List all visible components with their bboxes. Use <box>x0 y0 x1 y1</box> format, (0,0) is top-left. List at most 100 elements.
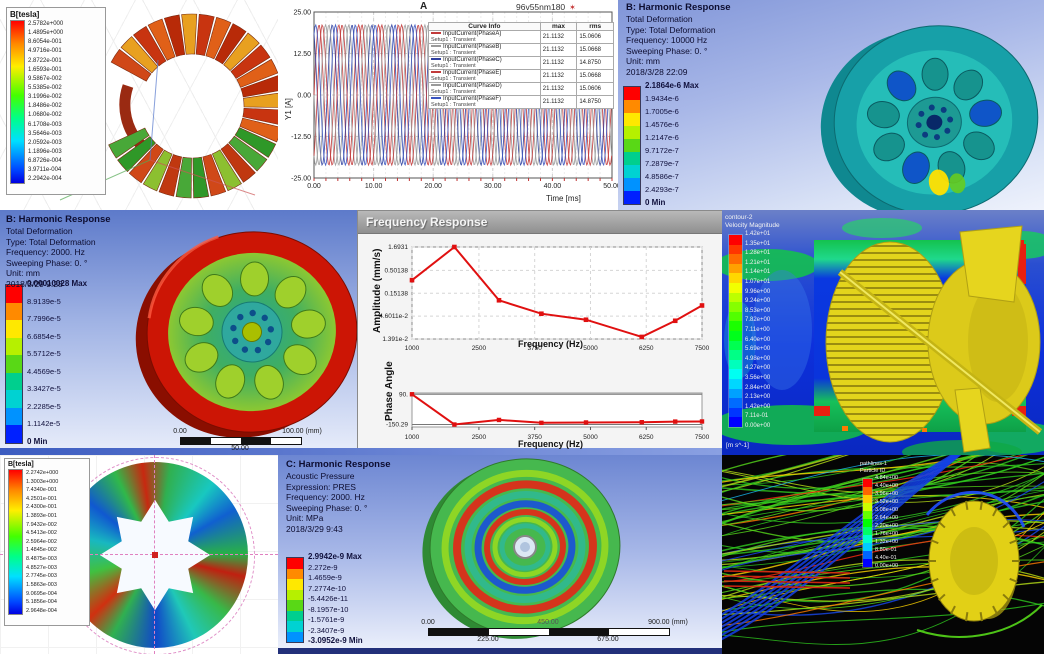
colorband <box>287 558 303 569</box>
info-line: Total Deformation <box>626 14 693 24</box>
colorband <box>863 543 872 551</box>
colorband <box>729 359 742 370</box>
colorband <box>863 551 872 559</box>
info-line: Frequency: 2000. Hz <box>286 492 365 502</box>
legend-label: 1.35e+01 <box>745 240 771 247</box>
legend-value: 1.4895e+000 <box>28 30 64 37</box>
legend-value: 9.5867e-002 <box>28 75 62 82</box>
legend-label: 1.9434e-6 <box>645 94 679 103</box>
curve-name: InputCurrent(PhaseC) <box>443 57 502 63</box>
colorband <box>729 369 742 379</box>
tick-label: 5000 <box>583 434 598 441</box>
ruler-bar <box>180 437 302 445</box>
colorband <box>624 113 640 126</box>
curve-color-dash <box>431 45 441 48</box>
legend-label: 3.08e+00 <box>875 507 899 513</box>
legend-label: 1.14e+01 <box>745 269 771 276</box>
colorband <box>863 519 872 527</box>
info-line: Total Deformation <box>6 226 73 236</box>
legend-value: 2.8722e-001 <box>28 57 62 64</box>
legend-label: 8.53e+00 <box>745 307 771 314</box>
streamlines-render <box>722 455 1044 654</box>
colorband <box>729 321 742 331</box>
info-line: 2018/3/29 9:43 <box>286 523 343 534</box>
legend-label: 2.64e+00 <box>875 515 899 521</box>
colorbar <box>8 469 23 615</box>
legend-label: 3.96e+00 <box>875 491 899 497</box>
legend-title: pathlines-1 <box>860 461 887 467</box>
result-title: C: Harmonic Response <box>286 459 391 470</box>
colorband <box>6 302 22 320</box>
legend-label: 8.9139e-5 <box>27 296 61 306</box>
colorbar <box>862 478 873 568</box>
tick-label: 6250 <box>639 434 654 441</box>
colorband <box>863 503 872 511</box>
colorband <box>624 126 640 139</box>
colorband <box>729 302 742 312</box>
legend-label: 1.1142e-5 <box>27 419 61 428</box>
tick-label: 40.00 <box>544 183 562 190</box>
legend-value: 3.5646e-003 <box>28 130 62 137</box>
legend-label: 7.11e+00 <box>745 327 770 333</box>
info-line: Unit: mm <box>626 56 660 66</box>
legend-label: 9.7172e-7 <box>645 146 679 155</box>
ruler-label: 0.00 <box>173 428 187 435</box>
tick-label: 2500 <box>472 345 487 352</box>
curve-color-dash <box>431 84 441 87</box>
pathlines-legend: pathlines-1 Particle ID 4.84e+00 4.40e+00… <box>860 461 926 581</box>
legend-label: 3.56e+00 <box>745 375 771 381</box>
legend-label: 1.32e+00 <box>875 539 899 545</box>
colorband <box>729 311 742 322</box>
legend-label: 1.4576e-6 <box>645 120 679 129</box>
curve-name: InputCurrent(PhaseD) <box>443 83 502 89</box>
legend-label: 7.82e+00 <box>745 317 771 324</box>
legend-values: 2.2742e+000 1.3003e+000 7.4340e-001 4.2501e… <box>26 469 58 615</box>
legend-value: 2.5964e-002 <box>26 538 57 545</box>
phase-x-label: Frequency (Hz) <box>518 439 584 449</box>
velocity-legend: contour-2 Velocity Magnitude 1.42e+01 1.3… <box>725 214 795 452</box>
colorbar <box>728 234 743 428</box>
acoustic-disc-render <box>422 458 621 639</box>
legend-label: 2.1864e-6 Max <box>645 81 699 90</box>
tick-label: 6250 <box>639 345 654 352</box>
tick-label: 4.6011e-2 <box>379 313 408 320</box>
legend-value: 1.0680e-002 <box>28 112 62 119</box>
colorband <box>287 610 303 621</box>
curve-rms: 15.0668 <box>576 43 614 57</box>
pressure-legend: 2.9942e-9 Max 2.272e-9 1.4659e-9 7.2774e-10… <box>286 552 381 649</box>
curve-max: 21.1132 <box>539 43 578 57</box>
colorband <box>287 579 303 590</box>
legend-label: 2.9942e-9 Max <box>308 552 362 561</box>
legend-subtitle: Velocity Magnitude <box>725 221 780 229</box>
legend-value: 2.2942e-004 <box>28 176 62 183</box>
curve-row: InputCurrent(PhaseB) Setup1 : Transient 21… <box>428 43 614 57</box>
colorband <box>863 527 872 535</box>
legend-label: 2.4293e-7 <box>645 185 679 194</box>
legend-label: 0.00010028 Max <box>27 279 88 288</box>
legend-label: 0.00e+00 <box>875 563 899 569</box>
legend-value: 2.7745e-003 <box>26 573 57 580</box>
legend-label: -2.3407e-9 <box>308 625 345 635</box>
legend-value: 2.5782e+000 <box>28 21 64 27</box>
column-header: Curve Info <box>428 22 541 31</box>
legend-title: B[tesla] <box>10 10 40 19</box>
tick-label: 7500 <box>695 345 710 352</box>
colorband <box>624 178 640 191</box>
colorband <box>729 350 742 360</box>
window-title: Frequency Response <box>366 215 488 229</box>
legend-values: 2.5782e+000 1.4895e+000 8.6054e-001 4.9716e… <box>28 20 63 184</box>
legend-label: 1.21e+01 <box>745 259 771 266</box>
window-titlebar[interactable]: Frequency Response <box>358 211 723 234</box>
curve-color-dash <box>431 32 441 35</box>
legend-label: 2.2285e-5 <box>27 401 61 411</box>
panel-cfd-fan: contour-2 Velocity Magnitude 1.42e+01 1.3… <box>722 210 1044 455</box>
colorband <box>287 600 303 611</box>
legend-label: 2.272e-9 <box>308 562 338 572</box>
legend-label: 2.20e+00 <box>875 523 899 529</box>
legend-label: 0 Min <box>645 198 666 207</box>
tick-label: 0.15138 <box>385 290 409 297</box>
legend-label: 0 Min <box>27 436 48 446</box>
legend-label: -3.0952e-9 Min <box>308 636 363 645</box>
column-header: rms <box>576 22 614 31</box>
colorband <box>624 87 640 100</box>
